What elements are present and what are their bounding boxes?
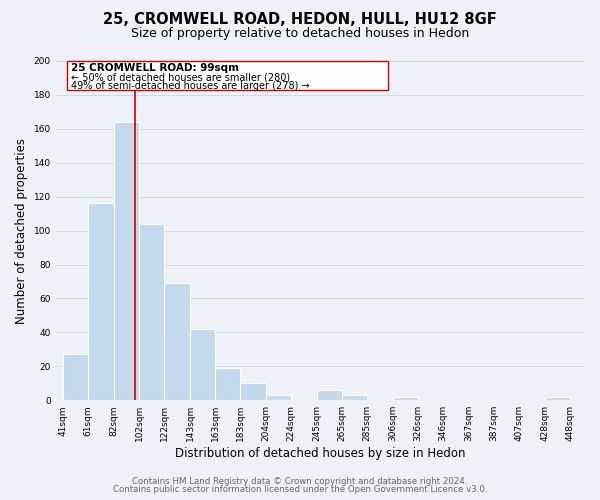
Text: Contains public sector information licensed under the Open Government Licence v3: Contains public sector information licen… <box>113 484 487 494</box>
Y-axis label: Number of detached properties: Number of detached properties <box>15 138 28 324</box>
FancyBboxPatch shape <box>67 61 388 90</box>
Text: Contains HM Land Registry data © Crown copyright and database right 2024.: Contains HM Land Registry data © Crown c… <box>132 477 468 486</box>
Text: Size of property relative to detached houses in Hedon: Size of property relative to detached ho… <box>131 28 469 40</box>
Bar <box>215 368 240 400</box>
Bar <box>139 224 164 400</box>
Bar <box>342 395 367 400</box>
Text: 25, CROMWELL ROAD, HEDON, HULL, HU12 8GF: 25, CROMWELL ROAD, HEDON, HULL, HU12 8GF <box>103 12 497 28</box>
Bar <box>164 283 190 400</box>
Bar <box>545 397 570 400</box>
Text: ← 50% of detached houses are smaller (280): ← 50% of detached houses are smaller (28… <box>71 72 290 82</box>
Bar <box>393 397 418 400</box>
Bar <box>317 390 342 400</box>
Bar <box>266 395 291 400</box>
Bar <box>190 329 215 400</box>
Text: 25 CROMWELL ROAD: 99sqm: 25 CROMWELL ROAD: 99sqm <box>71 62 239 72</box>
Bar <box>240 383 266 400</box>
Bar <box>114 122 139 400</box>
X-axis label: Distribution of detached houses by size in Hedon: Distribution of detached houses by size … <box>175 447 466 460</box>
Bar <box>63 354 88 400</box>
Bar <box>88 204 114 400</box>
Text: 49% of semi-detached houses are larger (278) →: 49% of semi-detached houses are larger (… <box>71 82 309 92</box>
